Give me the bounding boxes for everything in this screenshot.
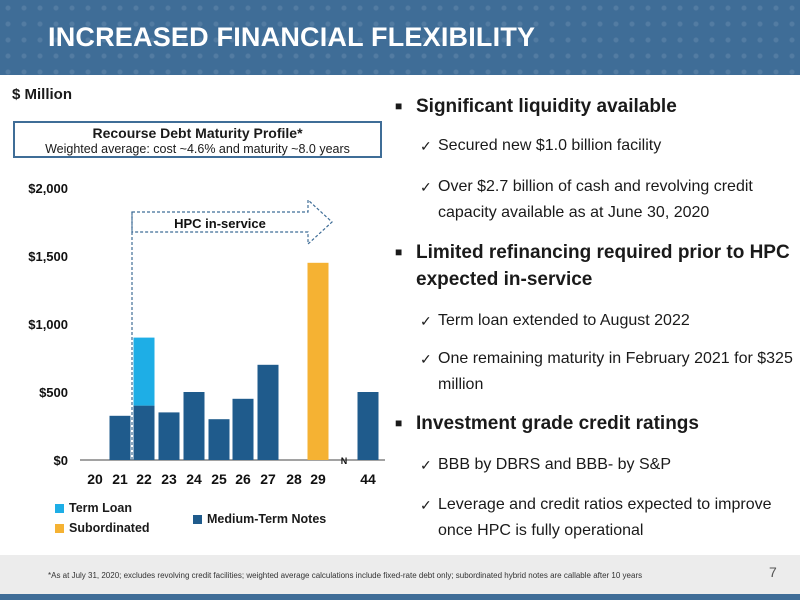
footnote: *As at July 31, 2020; excludes revolving… bbox=[48, 571, 643, 580]
checkmark-icon: ✓ bbox=[420, 313, 432, 329]
x-tick-label: 26 bbox=[235, 471, 251, 487]
sub-bullet-text: Term loan extended to August 2022 bbox=[438, 312, 690, 329]
bar-medium-term-notes-26 bbox=[232, 398, 254, 460]
sub-bullet-text: Over $2.7 billion of cash and revolving … bbox=[438, 178, 753, 221]
checkmark-icon: ✓ bbox=[420, 351, 432, 367]
y-tick-label: $1,500 bbox=[28, 249, 68, 264]
bar-medium-term-notes-27 bbox=[257, 364, 279, 460]
square-bullet-icon: ■ bbox=[395, 416, 403, 430]
bar-medium-term-notes-22 bbox=[133, 405, 155, 460]
y-tick-label: $1,000 bbox=[28, 317, 68, 332]
bottom-bar bbox=[0, 594, 800, 600]
bar-medium-term-notes-25 bbox=[208, 419, 230, 460]
sub-bullet-text: Leverage and credit ratios expected to i… bbox=[438, 496, 772, 539]
x-tick-label: 29 bbox=[310, 471, 326, 487]
square-bullet-icon: ■ bbox=[395, 245, 403, 259]
profile-box: Recourse Debt Maturity Profile* Weighted… bbox=[13, 121, 382, 158]
y-tick-label: $0 bbox=[54, 453, 68, 468]
legend-label: Subordinated bbox=[69, 521, 150, 535]
checkmark-icon: ✓ bbox=[420, 457, 432, 473]
legend-label: Medium-Term Notes bbox=[207, 512, 327, 526]
bar-term-loan-22 bbox=[133, 337, 155, 406]
x-tick-label: 22 bbox=[136, 471, 152, 487]
axis-break-label: N bbox=[341, 456, 348, 466]
sub-bullet-text: Secured new $1.0 billion facility bbox=[438, 137, 662, 154]
x-tick-label: 20 bbox=[87, 471, 103, 487]
sub-bullet-text: One remaining maturity in February 2021 … bbox=[438, 350, 793, 393]
x-tick-label: 23 bbox=[161, 471, 177, 487]
page-number: 7 bbox=[769, 564, 777, 580]
bullet-text: Significant liquidity available bbox=[416, 96, 677, 117]
annotation-label: HPC in-service bbox=[174, 216, 266, 231]
legend-label: Term Loan bbox=[69, 501, 132, 515]
y-tick-label: $500 bbox=[39, 385, 68, 400]
bullet-text: Investment grade credit ratings bbox=[416, 413, 699, 434]
bar-subordinated-29 bbox=[307, 262, 329, 460]
x-tick-label: 44 bbox=[360, 471, 376, 487]
x-tick-label: 27 bbox=[260, 471, 276, 487]
term-loan-swatch bbox=[55, 504, 64, 513]
profile-subtitle: Weighted average: cost ~4.6% and maturit… bbox=[45, 142, 350, 156]
profile-title: Recourse Debt Maturity Profile* bbox=[92, 125, 303, 141]
page-title: INCREASED FINANCIAL FLEXIBILITY bbox=[48, 22, 536, 52]
square-bullet-icon: ■ bbox=[395, 99, 403, 113]
checkmark-icon: ✓ bbox=[420, 138, 432, 154]
title-bar: INCREASED FINANCIAL FLEXIBILITY bbox=[0, 0, 800, 75]
sub-bullet-text: BBB by DBRS and BBB- by S&P bbox=[438, 456, 671, 473]
checkmark-icon: ✓ bbox=[420, 497, 432, 513]
y-tick-label: $2,000 bbox=[28, 181, 68, 196]
bar-medium-term-notes-24 bbox=[183, 392, 205, 460]
bar-medium-term-notes-44 bbox=[357, 392, 379, 460]
x-tick-label: 28 bbox=[286, 471, 302, 487]
bullet-text: Limited refinancing required prior to HP… bbox=[416, 242, 790, 290]
x-tick-label: 25 bbox=[211, 471, 227, 487]
footer: *As at July 31, 2020; excludes revolving… bbox=[0, 555, 800, 594]
unit-label: $ Million bbox=[12, 86, 72, 103]
x-tick-label: 24 bbox=[186, 471, 202, 487]
checkmark-icon: ✓ bbox=[420, 179, 432, 195]
x-tick-label: 21 bbox=[112, 471, 128, 487]
hpc-in-service-arrow bbox=[131, 198, 333, 246]
subordinated-swatch bbox=[55, 524, 64, 533]
bar-medium-term-notes-23 bbox=[158, 412, 180, 460]
medium-term-notes-swatch bbox=[193, 515, 202, 524]
bar-medium-term-notes-21 bbox=[109, 415, 131, 460]
debt-maturity-chart: $0 $500 $1,000 $1,500 $2,000 20 21 22 23 24 25 26 27… bbox=[28, 181, 385, 487]
